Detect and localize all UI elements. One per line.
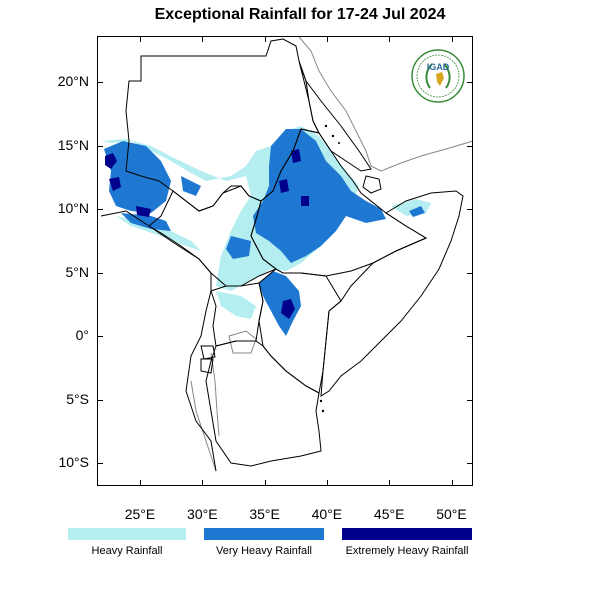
map-canvas [100, 37, 472, 472]
y-tick-label: 10°N [57, 200, 89, 216]
y-tick-mark [467, 145, 473, 147]
y-tick-mark [467, 209, 473, 210]
burundi-border [200, 358, 214, 374]
lake-victoria-outline [228, 330, 257, 354]
y-tick-mark [467, 463, 473, 464]
x-tick-label: 45°E [373, 506, 405, 522]
x-tick-label: 25°E [124, 506, 156, 522]
y-tick-label: 5°S [66, 390, 89, 407]
eritrea-border [298, 60, 372, 172]
x-tick-mark [451, 36, 453, 42]
x-tick-mark [326, 480, 328, 486]
arabian-coast [380, 140, 472, 172]
x-tick-mark [140, 480, 141, 486]
somalia-border [320, 190, 464, 397]
y-tick-mark [97, 209, 103, 210]
x-tick-mark [202, 480, 204, 486]
x-tick-label: 40°E [311, 506, 343, 522]
red-sea-east-coast [298, 37, 382, 172]
rwanda-border [200, 345, 216, 360]
y-tick-mark [97, 82, 103, 83]
y-tick-mark [97, 145, 103, 147]
x-tick-mark [389, 480, 391, 486]
igad-logo: IGAD [410, 48, 466, 104]
x-tick-mark [389, 36, 391, 42]
x-tick-label: 50°E [436, 506, 467, 522]
x-tick-label: 30°E [187, 506, 218, 522]
y-tick-label: 0° [75, 327, 89, 343]
y-tick-mark [97, 272, 103, 274]
x-tick-mark [326, 36, 328, 42]
y-tick-label: 15°N [57, 136, 89, 153]
y-tick-mark [467, 82, 473, 83]
x-tick-mark [202, 36, 204, 42]
logo-text: IGAD [427, 62, 450, 72]
y-tick-mark [467, 272, 473, 274]
djibouti-border [362, 175, 382, 194]
chad-car-line [100, 210, 150, 227]
y-tick-mark [97, 336, 103, 337]
y-tick-mark [97, 399, 103, 401]
southwest-coast [190, 380, 217, 472]
country-borders [100, 38, 464, 472]
y-tick-label: 10°S [58, 454, 89, 470]
legend-swatch [204, 528, 324, 540]
x-tick-mark [264, 36, 266, 42]
extreme-rainfall-areas [105, 149, 309, 319]
y-tick-mark [467, 399, 473, 401]
x-tick-mark [264, 480, 266, 486]
legend-swatch [342, 528, 472, 540]
x-tick-mark [140, 36, 141, 42]
y-tick-mark [97, 463, 103, 464]
western-border [148, 225, 217, 472]
y-tick-label: 5°N [65, 263, 90, 280]
y-tick-mark [467, 336, 473, 337]
map-frame [97, 36, 473, 486]
x-tick-mark [451, 480, 453, 486]
lake-tanganyika [210, 352, 220, 437]
igad-emblem: IGAD [411, 49, 465, 103]
legend-label: Extremely Heavy Rainfall [345, 545, 469, 557]
rainfall-overlay [101, 126, 431, 336]
y-tick-label: 20°N [57, 73, 89, 89]
legend-label: Very Heavy Rainfall [216, 545, 312, 557]
tanzania-border [205, 340, 322, 467]
coastal-islands [319, 124, 340, 413]
neighbor-coastlines [190, 37, 472, 472]
legend-swatch [68, 528, 186, 540]
legend-label: Heavy Rainfall [91, 545, 163, 557]
map-title: Exceptional Rainfall for 17-24 Jul 2024 [154, 6, 446, 23]
x-tick-label: 35°E [249, 506, 280, 522]
